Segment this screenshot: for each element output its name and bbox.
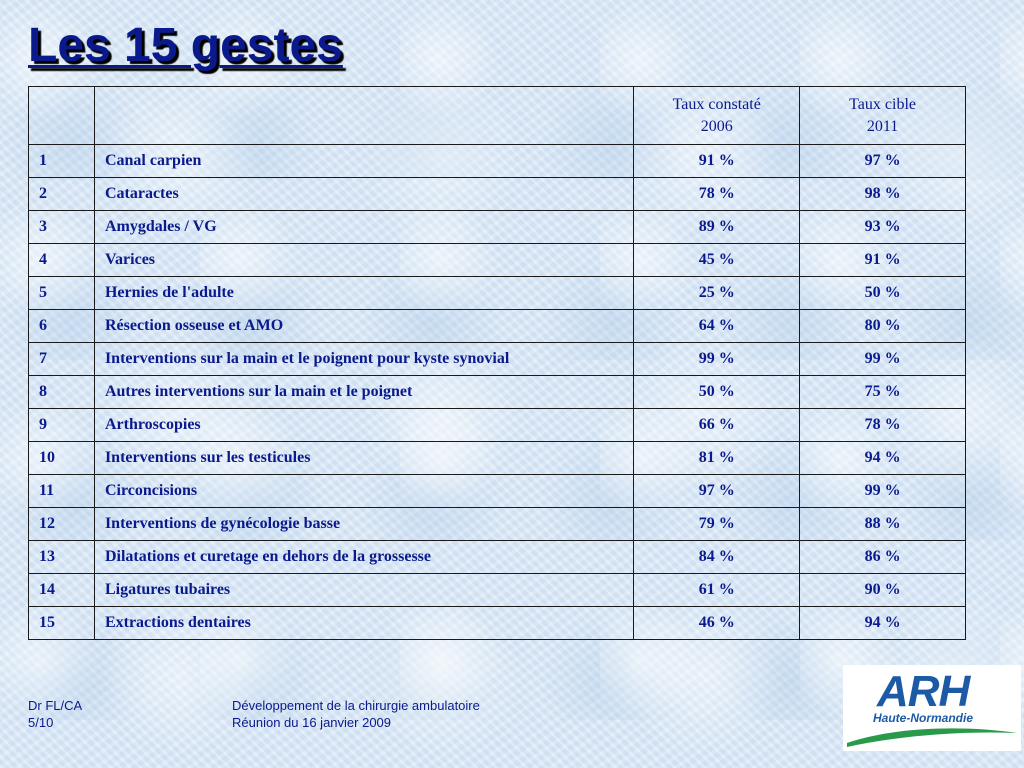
- row-target: 97 %: [799, 144, 966, 178]
- row-label: Amygdales / VG: [93, 210, 635, 244]
- table-row: 11 Circoncisions 97 % 99 %: [28, 474, 966, 508]
- footer-center: Développement de la chirurgie ambulatoir…: [232, 697, 480, 731]
- footer-author: Dr FL/CA: [28, 698, 83, 713]
- row-target: 75 %: [799, 375, 966, 409]
- table-header-row: Taux constaté 2006 Taux cible 2011: [28, 86, 966, 145]
- gestes-table: Taux constaté 2006 Taux cible 2011 1 Can…: [28, 86, 966, 640]
- table-row: 15 Extractions dentaires 46 % 94 %: [28, 606, 966, 640]
- row-target: 90 %: [799, 573, 966, 607]
- row-num: 3: [28, 210, 95, 244]
- row-num: 8: [28, 375, 95, 409]
- table-row: 8 Autres interventions sur la main et le…: [28, 375, 966, 409]
- table-row: 9 Arthroscopies 66 % 78 %: [28, 408, 966, 442]
- table-row: 5 Hernies de l'adulte 25 % 50 %: [28, 276, 966, 310]
- row-num: 4: [28, 243, 95, 277]
- row-label: Ligatures tubaires: [93, 573, 635, 607]
- row-num: 6: [28, 309, 95, 343]
- header-rate-target-line2: 2011: [866, 117, 899, 135]
- row-observed: 46 %: [633, 606, 801, 640]
- row-num: 1: [28, 144, 95, 178]
- row-num: 9: [28, 408, 95, 442]
- slide-title: Les 15 gestes: [28, 19, 343, 72]
- row-observed: 79 %: [633, 507, 801, 541]
- row-num: 10: [28, 441, 95, 475]
- footer-page-number: 5/10: [28, 715, 54, 730]
- header-rate-observed: Taux constaté 2006: [633, 86, 801, 145]
- arh-logo: ARH Haute-Normandie: [843, 665, 1021, 751]
- row-observed: 45 %: [633, 243, 801, 277]
- row-observed: 66 %: [633, 408, 801, 442]
- logo-swoosh-icon: [847, 728, 1017, 747]
- row-target: 80 %: [799, 309, 966, 343]
- row-target: 88 %: [799, 507, 966, 541]
- footer-meeting: Réunion du 16 janvier 2009: [232, 715, 392, 730]
- row-num: 13: [28, 540, 95, 574]
- header-rate-target-line1: Taux cible: [849, 95, 916, 113]
- row-num: 2: [28, 177, 95, 211]
- table-row: 6 Résection osseuse et AMO 64 % 80 %: [28, 309, 966, 343]
- row-observed: 84 %: [633, 540, 801, 574]
- row-num: 15: [28, 606, 95, 640]
- row-observed: 99 %: [633, 342, 801, 376]
- table-row: 7 Interventions sur la main et le poigne…: [28, 342, 966, 376]
- logo-region: Haute-Normandie: [873, 711, 974, 725]
- row-label: Interventions sur la main et le poignent…: [93, 342, 635, 376]
- row-observed: 50 %: [633, 375, 801, 409]
- row-label: Cataractes: [93, 177, 635, 211]
- table-row: 2 Cataractes 78 % 98 %: [28, 177, 966, 211]
- table-row: 10 Interventions sur les testicules 81 %…: [28, 441, 966, 475]
- row-target: 91 %: [799, 243, 966, 277]
- header-rate-target: Taux cible 2011: [799, 86, 966, 145]
- row-observed: 61 %: [633, 573, 801, 607]
- row-observed: 89 %: [633, 210, 801, 244]
- row-label: Varices: [93, 243, 635, 277]
- row-target: 99 %: [799, 342, 966, 376]
- row-num: 14: [28, 573, 95, 607]
- table-row: 1 Canal carpien 91 % 97 %: [28, 144, 966, 178]
- row-observed: 25 %: [633, 276, 801, 310]
- header-num: [28, 86, 95, 145]
- row-label: Canal carpien: [93, 144, 635, 178]
- row-label: Arthroscopies: [93, 408, 635, 442]
- row-label: Interventions sur les testicules: [93, 441, 635, 475]
- row-label: Extractions dentaires: [93, 606, 635, 640]
- table-row: 4 Varices 45 % 91 %: [28, 243, 966, 277]
- header-rate-observed-line2: 2006: [700, 117, 733, 135]
- row-num: 11: [28, 474, 95, 508]
- footer-subject: Développement de la chirurgie ambulatoir…: [232, 698, 480, 713]
- row-target: 86 %: [799, 540, 966, 574]
- row-num: 7: [28, 342, 95, 376]
- row-label: Interventions de gynécologie basse: [93, 507, 635, 541]
- row-num: 12: [28, 507, 95, 541]
- footer-left: Dr FL/CA 5/10: [28, 697, 82, 731]
- row-target: 94 %: [799, 606, 966, 640]
- row-label: Dilatations et curetage en dehors de la …: [93, 540, 635, 574]
- row-observed: 97 %: [633, 474, 801, 508]
- table-row: 13 Dilatations et curetage en dehors de …: [28, 540, 966, 574]
- row-target: 98 %: [799, 177, 966, 211]
- row-target: 78 %: [799, 408, 966, 442]
- row-label: Résection osseuse et AMO: [93, 309, 635, 343]
- header-rate-observed-line1: Taux constaté: [672, 95, 761, 113]
- row-observed: 64 %: [633, 309, 801, 343]
- row-label: Hernies de l'adulte: [93, 276, 635, 310]
- row-target: 99 %: [799, 474, 966, 508]
- table-row: 14 Ligatures tubaires 61 % 90 %: [28, 573, 966, 607]
- row-observed: 78 %: [633, 177, 801, 211]
- row-observed: 81 %: [633, 441, 801, 475]
- row-label: Autres interventions sur la main et le p…: [93, 375, 635, 409]
- table-row: 3 Amygdales / VG 89 % 93 %: [28, 210, 966, 244]
- row-target: 94 %: [799, 441, 966, 475]
- row-target: 93 %: [799, 210, 966, 244]
- row-num: 5: [28, 276, 95, 310]
- table-row: 12 Interventions de gynécologie basse 79…: [28, 507, 966, 541]
- header-label: [93, 86, 635, 145]
- row-target: 50 %: [799, 276, 966, 310]
- logo-name: ARH: [877, 667, 970, 716]
- row-label: Circoncisions: [93, 474, 635, 508]
- row-observed: 91 %: [633, 144, 801, 178]
